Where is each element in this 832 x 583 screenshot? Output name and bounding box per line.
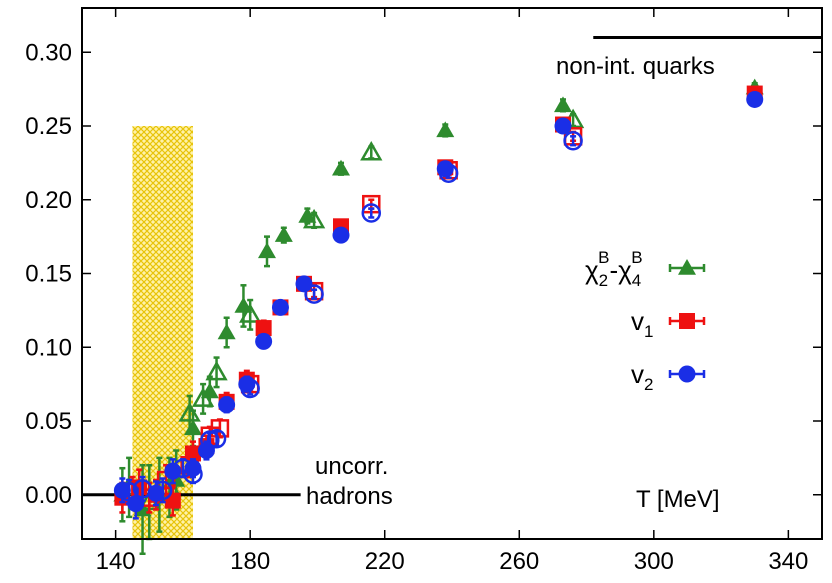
x-tick-label: 220 xyxy=(365,548,405,575)
data-point-triangle-filled xyxy=(200,382,219,399)
x-tick-label: 140 xyxy=(96,548,136,575)
data-point-circle-filled xyxy=(197,442,215,459)
data-point-triangle-filled xyxy=(436,121,455,138)
legend-markers xyxy=(668,259,706,383)
annotation-hadrons-line1: uncorr. xyxy=(315,453,388,480)
data-point-triangle-filled xyxy=(554,96,572,113)
axis-ticks: 140 180 220 260 300 340 0.00 0.05 0.10 0.15 0.20 0.… xyxy=(25,8,822,575)
data-point-circle-filled xyxy=(184,459,202,477)
data-point-triangle-filled xyxy=(258,242,276,259)
data-point-circle-filled xyxy=(127,495,145,513)
annotation-quarks: non-int. quarks xyxy=(556,53,715,80)
data-point-square-filled xyxy=(164,492,181,509)
y-tick-label: 0.15 xyxy=(25,261,72,288)
legend: χ2B-χ4B v1 v2 xyxy=(585,248,706,394)
legend-marker-square xyxy=(679,313,695,329)
annotation-hadrons-line2: hadrons xyxy=(306,483,393,510)
data-point-circle-open xyxy=(361,203,382,223)
data-point-triangle-open xyxy=(239,303,262,323)
data-point-square-filled xyxy=(255,320,272,337)
x-tick-label: 340 xyxy=(768,548,808,575)
legend-label-v2: v2 xyxy=(631,359,653,394)
data-point-triangle-filled xyxy=(184,419,202,436)
data-point-circle-filled xyxy=(255,332,273,350)
data-point-circle-filled xyxy=(332,226,350,244)
data-point-circle-filled xyxy=(113,481,131,499)
data-point-triangle-filled xyxy=(332,159,350,176)
data-point-circle-filled xyxy=(164,462,182,480)
data-point-triangle-filled xyxy=(234,296,253,313)
y-tick-label: 0.20 xyxy=(25,187,72,214)
x-tick-label: 300 xyxy=(634,548,674,575)
data-point-square-filled xyxy=(185,445,201,462)
data-point-circle-filled xyxy=(554,117,572,135)
data-point-triangle-open xyxy=(205,360,228,381)
x-axis-label: T [MeV] xyxy=(636,486,720,513)
data-point-circle-filled xyxy=(238,375,256,393)
data-point-triangle-open xyxy=(360,141,383,161)
legend-marker-triangle xyxy=(678,259,696,275)
data-point-circle-filled xyxy=(295,275,313,293)
y-tick-label: 0.25 xyxy=(25,113,72,140)
data-point-triangle-filled xyxy=(298,206,317,223)
x-tick-label: 180 xyxy=(230,548,270,575)
y-tick-label: 0.30 xyxy=(25,39,72,66)
data-point-triangle-filled xyxy=(217,323,236,340)
legend-label-v1: v1 xyxy=(631,306,653,341)
series-circle xyxy=(113,90,764,520)
data-point-circle-filled xyxy=(218,396,236,414)
data-point-square-open xyxy=(210,419,230,438)
legend-marker-circle xyxy=(678,365,696,383)
data-point-circle-open xyxy=(206,428,227,449)
y-tick-label: 0.00 xyxy=(25,482,72,509)
series-triangle xyxy=(113,78,764,555)
data-points xyxy=(113,78,764,555)
data-point-circle-open xyxy=(563,131,583,151)
data-point-circle-filled xyxy=(271,298,289,316)
y-tick-label: 0.10 xyxy=(25,334,72,361)
data-point-triangle-filled xyxy=(274,226,293,242)
data-point-circle-filled xyxy=(147,484,165,502)
data-point-circle-filled xyxy=(746,90,764,108)
x-tick-label: 260 xyxy=(499,548,539,575)
data-point-circle-filled xyxy=(436,160,454,178)
data-point-circle-open xyxy=(304,284,324,304)
y-tick-label: 0.05 xyxy=(25,408,72,435)
legend-label-chi: χ2B-χ4B xyxy=(585,248,643,290)
